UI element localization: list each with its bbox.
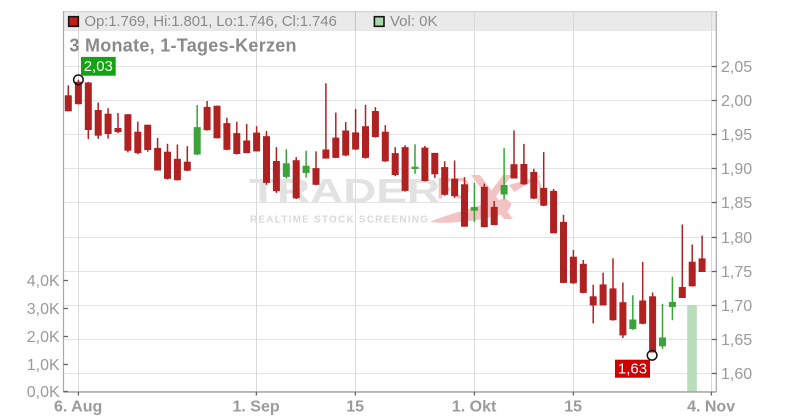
svg-text:4,0K: 4,0K <box>27 273 60 290</box>
svg-text:1,95: 1,95 <box>721 127 752 144</box>
svg-text:1. Okt: 1. Okt <box>452 399 497 416</box>
svg-text:Op:1.769, Hi:1.801, Lo:1.746,: Op:1.769, Hi:1.801, Lo:1.746, Cl:1.746 <box>84 13 336 30</box>
svg-text:15: 15 <box>346 399 364 416</box>
svg-text:2,05: 2,05 <box>721 59 752 76</box>
svg-text:1,75: 1,75 <box>721 264 752 281</box>
svg-text:0,0K: 0,0K <box>27 384 60 401</box>
svg-text:2,0K: 2,0K <box>27 329 60 346</box>
svg-text:3,0K: 3,0K <box>27 301 60 318</box>
svg-text:1,65: 1,65 <box>721 332 752 349</box>
svg-text:3 Monate, 1-Tages-Kerzen: 3 Monate, 1-Tages-Kerzen <box>69 36 296 56</box>
svg-text:REALTIME STOCK SCREENING: REALTIME STOCK SCREENING <box>250 215 428 226</box>
svg-text:1,0K: 1,0K <box>27 357 60 374</box>
svg-text:1,90: 1,90 <box>721 161 752 178</box>
svg-text:6. Aug: 6. Aug <box>54 399 102 416</box>
svg-text:Vol: 0K: Vol: 0K <box>390 13 438 30</box>
svg-text:4. Nov: 4. Nov <box>687 399 735 416</box>
svg-text:1,85: 1,85 <box>721 195 752 212</box>
svg-text:1. Sep: 1. Sep <box>233 399 280 416</box>
svg-text:1,60: 1,60 <box>721 366 752 383</box>
svg-text:1,70: 1,70 <box>721 298 752 315</box>
svg-text:1,80: 1,80 <box>721 230 752 247</box>
svg-text:2,00: 2,00 <box>721 93 752 110</box>
svg-text:1,63: 1,63 <box>618 361 647 378</box>
svg-text:2,03: 2,03 <box>84 58 113 75</box>
svg-text:15: 15 <box>564 399 582 416</box>
